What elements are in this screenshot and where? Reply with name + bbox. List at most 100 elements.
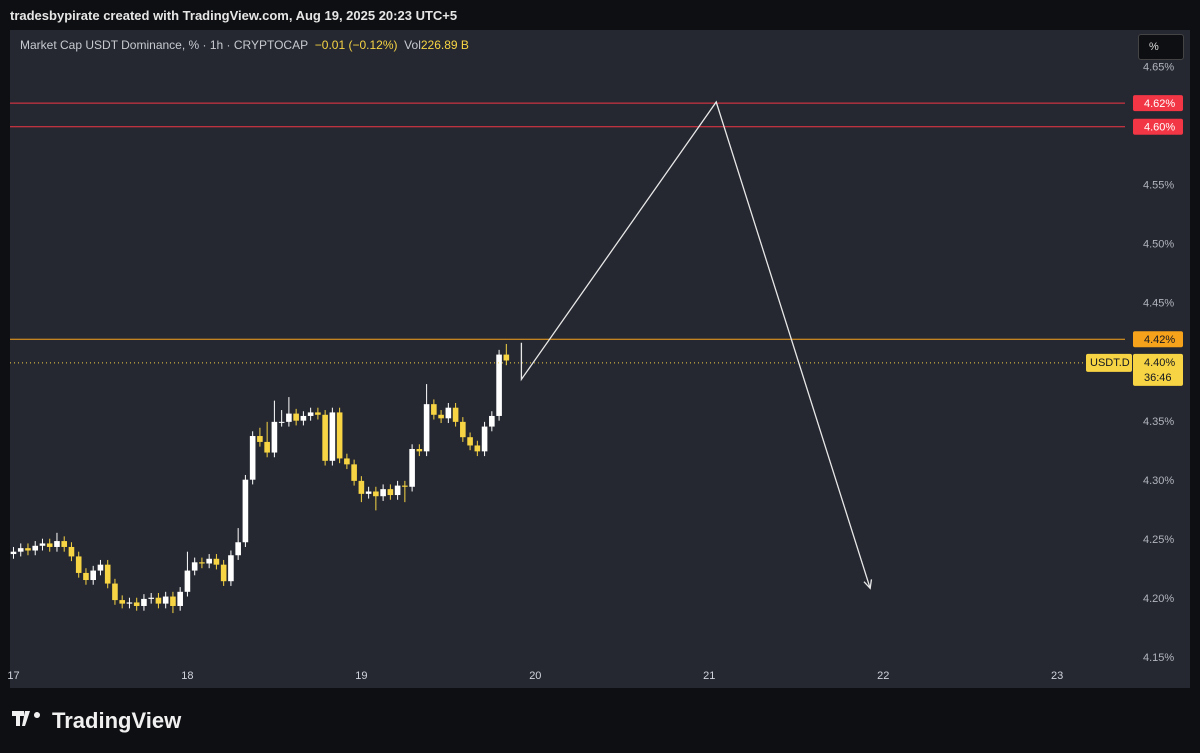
candle-body [344,458,350,465]
candle-body [467,437,473,446]
time-axis: 17 18 19 20 21 22 23 [7,670,1063,682]
symbol-label: USDT.D [1090,357,1130,369]
candle-body [402,485,408,487]
candle-body [423,404,430,452]
candle-body [394,485,401,496]
volume: 226.89 B [420,38,469,52]
candle-body [90,570,96,581]
candle-body [271,421,278,453]
price-label-box [1133,95,1183,112]
candle-body [68,546,75,557]
candle-body [46,543,53,547]
y-tick-label: 4.55% [1143,180,1174,192]
x-tick-label: 23 [1051,670,1063,682]
x-tick-label: 21 [703,670,715,682]
candle-body [249,436,256,480]
candle-body [264,441,270,453]
y-tick-label: 4.20% [1143,593,1174,605]
candle-body [177,591,183,606]
candle-body [242,479,249,543]
candle-body [438,414,444,419]
candle-body [206,558,212,564]
x-tick-label: 20 [529,670,541,682]
candle-body [155,597,162,604]
y-tick-label: 4.45% [1143,298,1174,310]
candle-body [112,583,118,601]
candle-body [365,491,372,494]
y-tick-label: 4.25% [1143,534,1174,546]
candle-body [32,545,39,551]
candle-body [10,551,17,555]
candle-body [387,489,394,496]
candle-body [286,413,292,422]
candle-body [97,564,104,571]
x-tick-label: 18 [181,670,193,682]
plot-area [10,100,1125,614]
y-tick-label: 4.50% [1143,239,1174,251]
price-label-box [1133,118,1183,135]
x-tick-label: 19 [355,670,367,682]
price-label-box [1133,331,1183,348]
candle-body [191,562,198,571]
candle-body [416,449,423,452]
candle-body [452,407,459,422]
candle-body [503,354,510,361]
candle-body [445,407,452,419]
candle-body [61,541,68,547]
candle-body [307,412,314,416]
candle-body [133,602,140,606]
candle-body [83,572,89,581]
candle-body [39,543,46,546]
legend: Market Cap USDT Dominance, % · 1h · CRYP… [20,38,469,52]
y-tick-label: 4.15% [1143,652,1174,664]
candle-body [336,412,343,459]
candle-body [25,548,31,551]
candle-body [235,542,241,556]
candle-body [329,412,336,461]
symbol-box [1086,353,1132,372]
candle-body [489,415,495,427]
candle-body [293,413,299,421]
candle-body [184,570,191,592]
last-price-label: 4.40% [1144,357,1175,369]
credit: tradesbypirate created with TradingView.… [10,8,458,23]
candle-body [75,556,82,573]
y-tick-label: 4.65% [1143,62,1174,74]
candle-body [496,354,502,416]
candle-body [358,480,365,494]
symbol-title: Market Cap USDT Dominance, % · 1h · CRYP… [20,38,309,52]
price-labels: 4.62% 4.60% 4.42% USDT.D 4.40% 36:46 [1086,95,1183,386]
candle-body [380,489,386,497]
brand: TradingView [52,708,182,733]
candle-body [315,412,321,415]
candle-body [170,596,176,606]
candle-body [141,598,147,606]
y-tick-label: 4.35% [1143,416,1174,428]
price-label: 4.42% [1144,334,1175,346]
y-tick-label: 4.30% [1143,475,1174,487]
x-tick-label: 22 [877,670,889,682]
change: −0.01 (−0.12%) [314,38,398,52]
candle-body [17,548,24,552]
candle-body [409,449,415,487]
volume-label: Vol [404,38,421,52]
candle-body [460,421,466,438]
candle-body [322,414,328,461]
candle-body [148,597,154,599]
candle-body [104,564,111,584]
arrow-head [863,579,873,590]
candle-body [126,602,133,604]
price-label: 4.62% [1144,98,1175,110]
candle-body [431,404,437,415]
candle-body [220,564,227,582]
candle-body [162,596,169,604]
last-price-box [1133,353,1183,386]
candle-body [213,558,220,565]
scale-button[interactable]: % [1138,34,1184,60]
candle-body [54,541,60,547]
projection-path [520,100,871,589]
candle-body [199,562,205,564]
candle-body [481,426,488,452]
